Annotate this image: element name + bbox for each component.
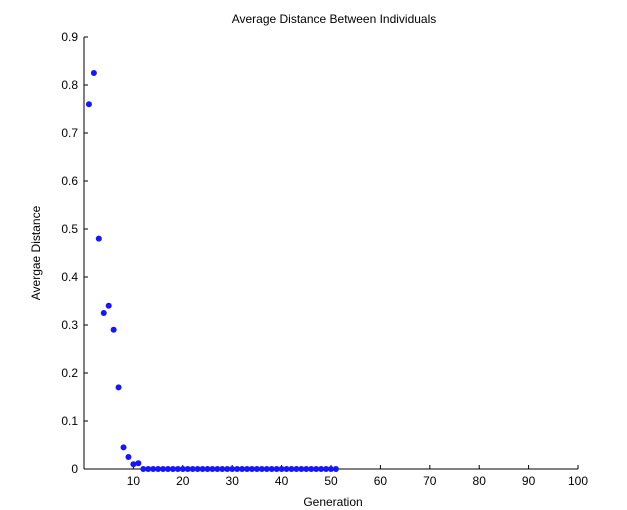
data-point [214, 466, 221, 472]
data-point [100, 310, 107, 316]
data-point [278, 466, 285, 472]
y-tick-label: 0.2 [61, 366, 78, 380]
data-point [308, 466, 315, 472]
data-point [199, 466, 206, 472]
x-tick-label: 70 [423, 474, 437, 488]
data-point [253, 466, 260, 472]
data-point [135, 460, 142, 467]
data-point [164, 466, 171, 472]
x-axis-label: Generation [303, 495, 362, 509]
data-point [318, 466, 325, 472]
data-point [229, 466, 236, 472]
data-point [189, 466, 196, 472]
data-point [298, 466, 305, 472]
x-tick-label: 50 [324, 474, 338, 488]
data-point [204, 466, 211, 472]
data-point [174, 466, 181, 472]
data-point [273, 466, 280, 472]
y-tick-label: 0.7 [61, 126, 78, 140]
x-tick-label: 80 [473, 474, 487, 488]
y-tick-label: 0.8 [61, 78, 78, 92]
data-point [323, 466, 330, 472]
data-point [194, 466, 201, 472]
y-tick-label: 0.9 [61, 30, 78, 44]
data-point [332, 466, 339, 472]
x-tick-label: 40 [275, 474, 289, 488]
data-point [283, 466, 290, 472]
data-point [155, 466, 162, 472]
data-point [140, 466, 147, 472]
x-axis-ticks: 10 20 30 40 50 60 70 80 90 100 [127, 465, 588, 488]
data-point [303, 466, 310, 472]
x-tick-label: 90 [522, 474, 536, 488]
data-point [268, 466, 275, 472]
data-point [209, 466, 216, 472]
data-point [258, 466, 265, 472]
data-point [263, 466, 270, 472]
data-point [328, 466, 334, 472]
data-point [130, 461, 137, 468]
data-point [160, 466, 167, 472]
data-point [234, 466, 241, 472]
data-point [120, 444, 127, 451]
data-point [90, 70, 97, 76]
data-point [239, 466, 246, 472]
x-tick-label: 30 [226, 474, 240, 488]
data-point [105, 302, 112, 309]
plot-area [83, 37, 578, 470]
data-point [145, 466, 152, 472]
data-points [85, 70, 339, 472]
data-point [293, 466, 300, 472]
y-tick-label: 0 [71, 462, 78, 476]
data-point [95, 235, 102, 242]
y-tick-label: 0.4 [61, 270, 78, 284]
data-point [184, 466, 191, 472]
y-axis-ticks: 0 0.1 0.2 0.3 0.4 0.5 0.6 0.7 0.8 0.9 [61, 30, 88, 476]
x-tick-label: 60 [374, 474, 388, 488]
data-point [169, 466, 176, 472]
data-point [85, 101, 92, 108]
y-tick-label: 0.3 [61, 318, 78, 332]
data-point [313, 466, 320, 472]
data-point [115, 384, 122, 391]
data-point [224, 466, 231, 472]
y-tick-label: 0.6 [61, 174, 78, 188]
data-point [244, 466, 251, 472]
x-tick-label: 20 [176, 474, 190, 488]
data-point [125, 454, 132, 460]
data-point [110, 326, 117, 333]
chart-title: Average Distance Between Individuals [232, 12, 437, 26]
data-point [288, 466, 295, 472]
data-point [150, 466, 157, 472]
data-point [219, 466, 226, 472]
x-tick-label: 100 [568, 474, 588, 488]
y-tick-label: 0.5 [61, 222, 78, 236]
y-tick-label: 0.1 [61, 414, 78, 428]
x-tick-label: 10 [127, 474, 141, 488]
y-axis-label: Avergae Distance [29, 205, 43, 300]
data-point [179, 466, 186, 472]
data-point [248, 466, 255, 472]
